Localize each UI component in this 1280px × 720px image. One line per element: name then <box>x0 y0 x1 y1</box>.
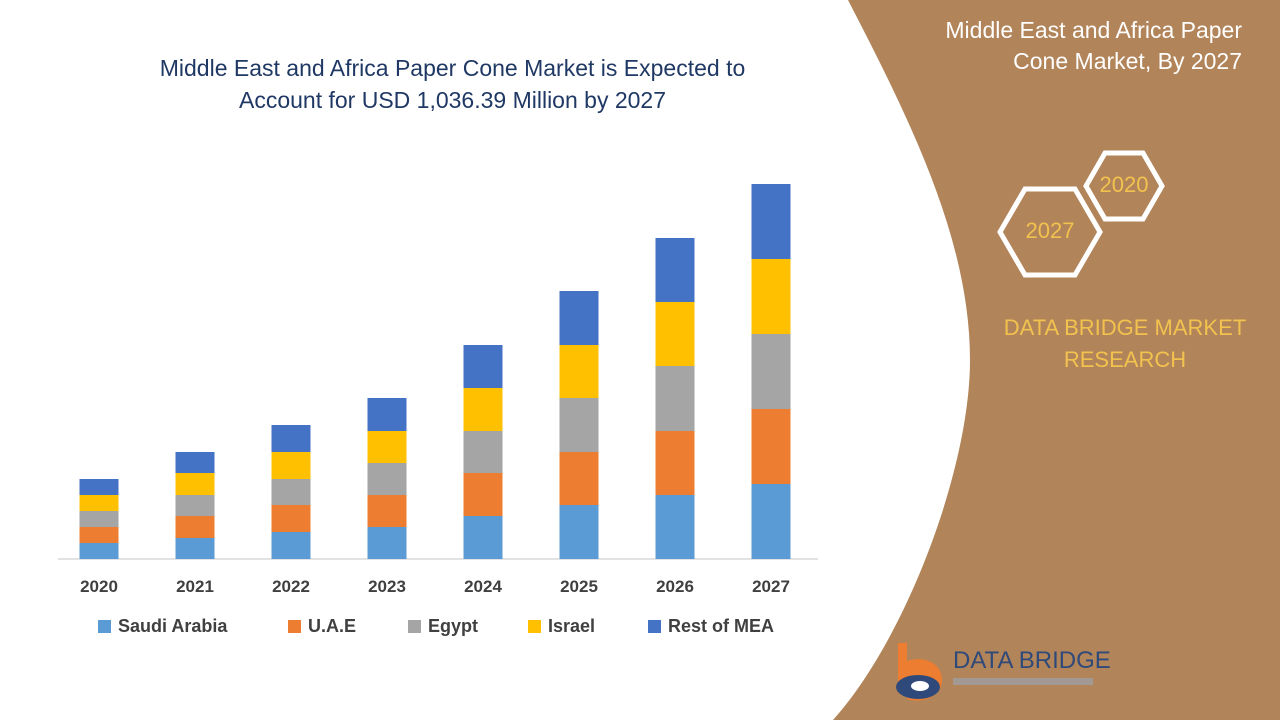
legend-swatch <box>648 620 661 633</box>
x-tick-label: 2020 <box>80 577 118 596</box>
logo-icon <box>896 643 942 701</box>
bar-segment-2022-rest-of-mea <box>271 425 311 452</box>
bar-segment-2025-u-a-e <box>559 452 599 505</box>
side-title-line-2: Cone Market, By 2027 <box>1013 48 1242 74</box>
chart-title-line-2: Account for USD 1,036.39 Million by 2027 <box>238 87 667 113</box>
legend-item-saudi-arabia: Saudi Arabia <box>98 616 227 637</box>
chart-title-line-1: Middle East and Africa Paper Cone Market… <box>159 55 746 81</box>
bar-segment-2027-u-a-e <box>751 409 791 484</box>
bar-segment-2026-egypt <box>655 366 695 431</box>
chart-title: Middle East and Africa Paper Cone Market… <box>60 52 845 116</box>
brand-text: DATA BRIDGE MARKET RESEARCH <box>985 312 1265 376</box>
bar-segment-2022-u-a-e <box>271 505 311 532</box>
brand-line-1: DATA BRIDGE MARKET <box>1003 315 1247 340</box>
bar-segment-2027-saudi-arabia <box>751 484 791 559</box>
hex-outline-2020 <box>1083 150 1165 222</box>
bar-segment-2025-rest-of-mea <box>559 291 599 345</box>
hex-label-2027: 2027 <box>1025 218 1075 243</box>
bar-segment-2023-saudi-arabia <box>367 527 407 559</box>
x-tick-label: 2021 <box>176 577 214 596</box>
bar-segment-2021-egypt <box>175 495 215 516</box>
bar-segment-2022-saudi-arabia <box>271 532 311 559</box>
logo-name: DATA BRIDGE <box>953 647 1111 674</box>
bar-segment-2020-egypt <box>79 511 119 527</box>
logo-subtitle-bar <box>953 678 1093 685</box>
bar-segment-2026-rest-of-mea <box>655 238 695 302</box>
bar-segment-2020-saudi-arabia <box>79 543 119 559</box>
bar-segment-2022-israel <box>271 452 311 479</box>
bar-segment-2024-israel <box>463 388 503 431</box>
bar-segment-2020-rest-of-mea <box>79 479 119 495</box>
bar-segment-2026-saudi-arabia <box>655 495 695 559</box>
bar-segment-2021-u-a-e <box>175 516 215 538</box>
stacked-bar-chart: 2020 2021 2022 2023 2024 2025 2026 2027 <box>58 184 818 596</box>
bar-segment-2026-israel <box>655 302 695 366</box>
bar-segment-2026-u-a-e <box>655 431 695 495</box>
side-title-line-1: Middle East and Africa Paper <box>945 17 1242 43</box>
x-tick-label: 2025 <box>560 577 598 596</box>
x-tick-labels: 2020 2021 2022 2023 2024 2025 2026 2027 <box>80 577 790 596</box>
legend-label: Rest of MEA <box>668 616 775 636</box>
bar-segment-2027-israel <box>751 259 791 334</box>
legend-swatch <box>528 620 541 633</box>
bar-segment-2021-israel <box>175 473 215 495</box>
bar-segment-2023-israel <box>367 431 407 463</box>
bar-segment-2024-saudi-arabia <box>463 516 503 559</box>
legend-label: U.A.E <box>308 616 357 636</box>
legend-label: Saudi Arabia <box>118 616 228 636</box>
bar-segment-2024-rest-of-mea <box>463 345 503 388</box>
legend-label: Israel <box>548 616 596 636</box>
bar-segment-2022-egypt <box>271 479 311 505</box>
legend-item-rest-of-mea: Rest of MEA <box>648 616 774 637</box>
bar-segment-2023-rest-of-mea <box>367 398 407 431</box>
legend-swatch <box>408 620 421 633</box>
bar-segment-2025-saudi-arabia <box>559 505 599 559</box>
bar-segment-2020-u-a-e <box>79 527 119 543</box>
bar-segment-2020-israel <box>79 495 119 511</box>
bar-segment-2025-egypt <box>559 398 599 452</box>
x-tick-label: 2022 <box>272 577 310 596</box>
bar-segment-2021-saudi-arabia <box>175 538 215 559</box>
legend-item-israel: Israel <box>528 616 595 637</box>
legend-swatch <box>288 620 301 633</box>
bar-segment-2023-egypt <box>367 463 407 495</box>
bar-segment-2025-israel <box>559 345 599 398</box>
bar-segment-2024-egypt <box>463 431 503 473</box>
bar-segment-2027-egypt <box>751 334 791 409</box>
bar-segment-2027-rest-of-mea <box>751 184 791 259</box>
legend-item-uae: U.A.E <box>288 616 356 637</box>
legend-item-egypt: Egypt <box>408 616 478 637</box>
bar-segment-2024-u-a-e <box>463 473 503 516</box>
x-tick-label: 2026 <box>656 577 694 596</box>
legend-swatch <box>98 620 111 633</box>
hex-outline-2027 <box>997 186 1103 278</box>
hex-label-2020: 2020 <box>1099 172 1149 197</box>
x-tick-label: 2023 <box>368 577 406 596</box>
bar-segment-2021-rest-of-mea <box>175 452 215 473</box>
bars-group <box>79 184 791 559</box>
x-tick-label: 2024 <box>464 577 502 596</box>
brand-line-2: RESEARCH <box>1063 347 1187 372</box>
side-panel-title: Middle East and Africa Paper Cone Market… <box>900 15 1242 77</box>
bar-segment-2023-u-a-e <box>367 495 407 527</box>
x-tick-label: 2027 <box>752 577 790 596</box>
side-panel <box>833 0 1280 720</box>
legend-label: Egypt <box>428 616 479 636</box>
